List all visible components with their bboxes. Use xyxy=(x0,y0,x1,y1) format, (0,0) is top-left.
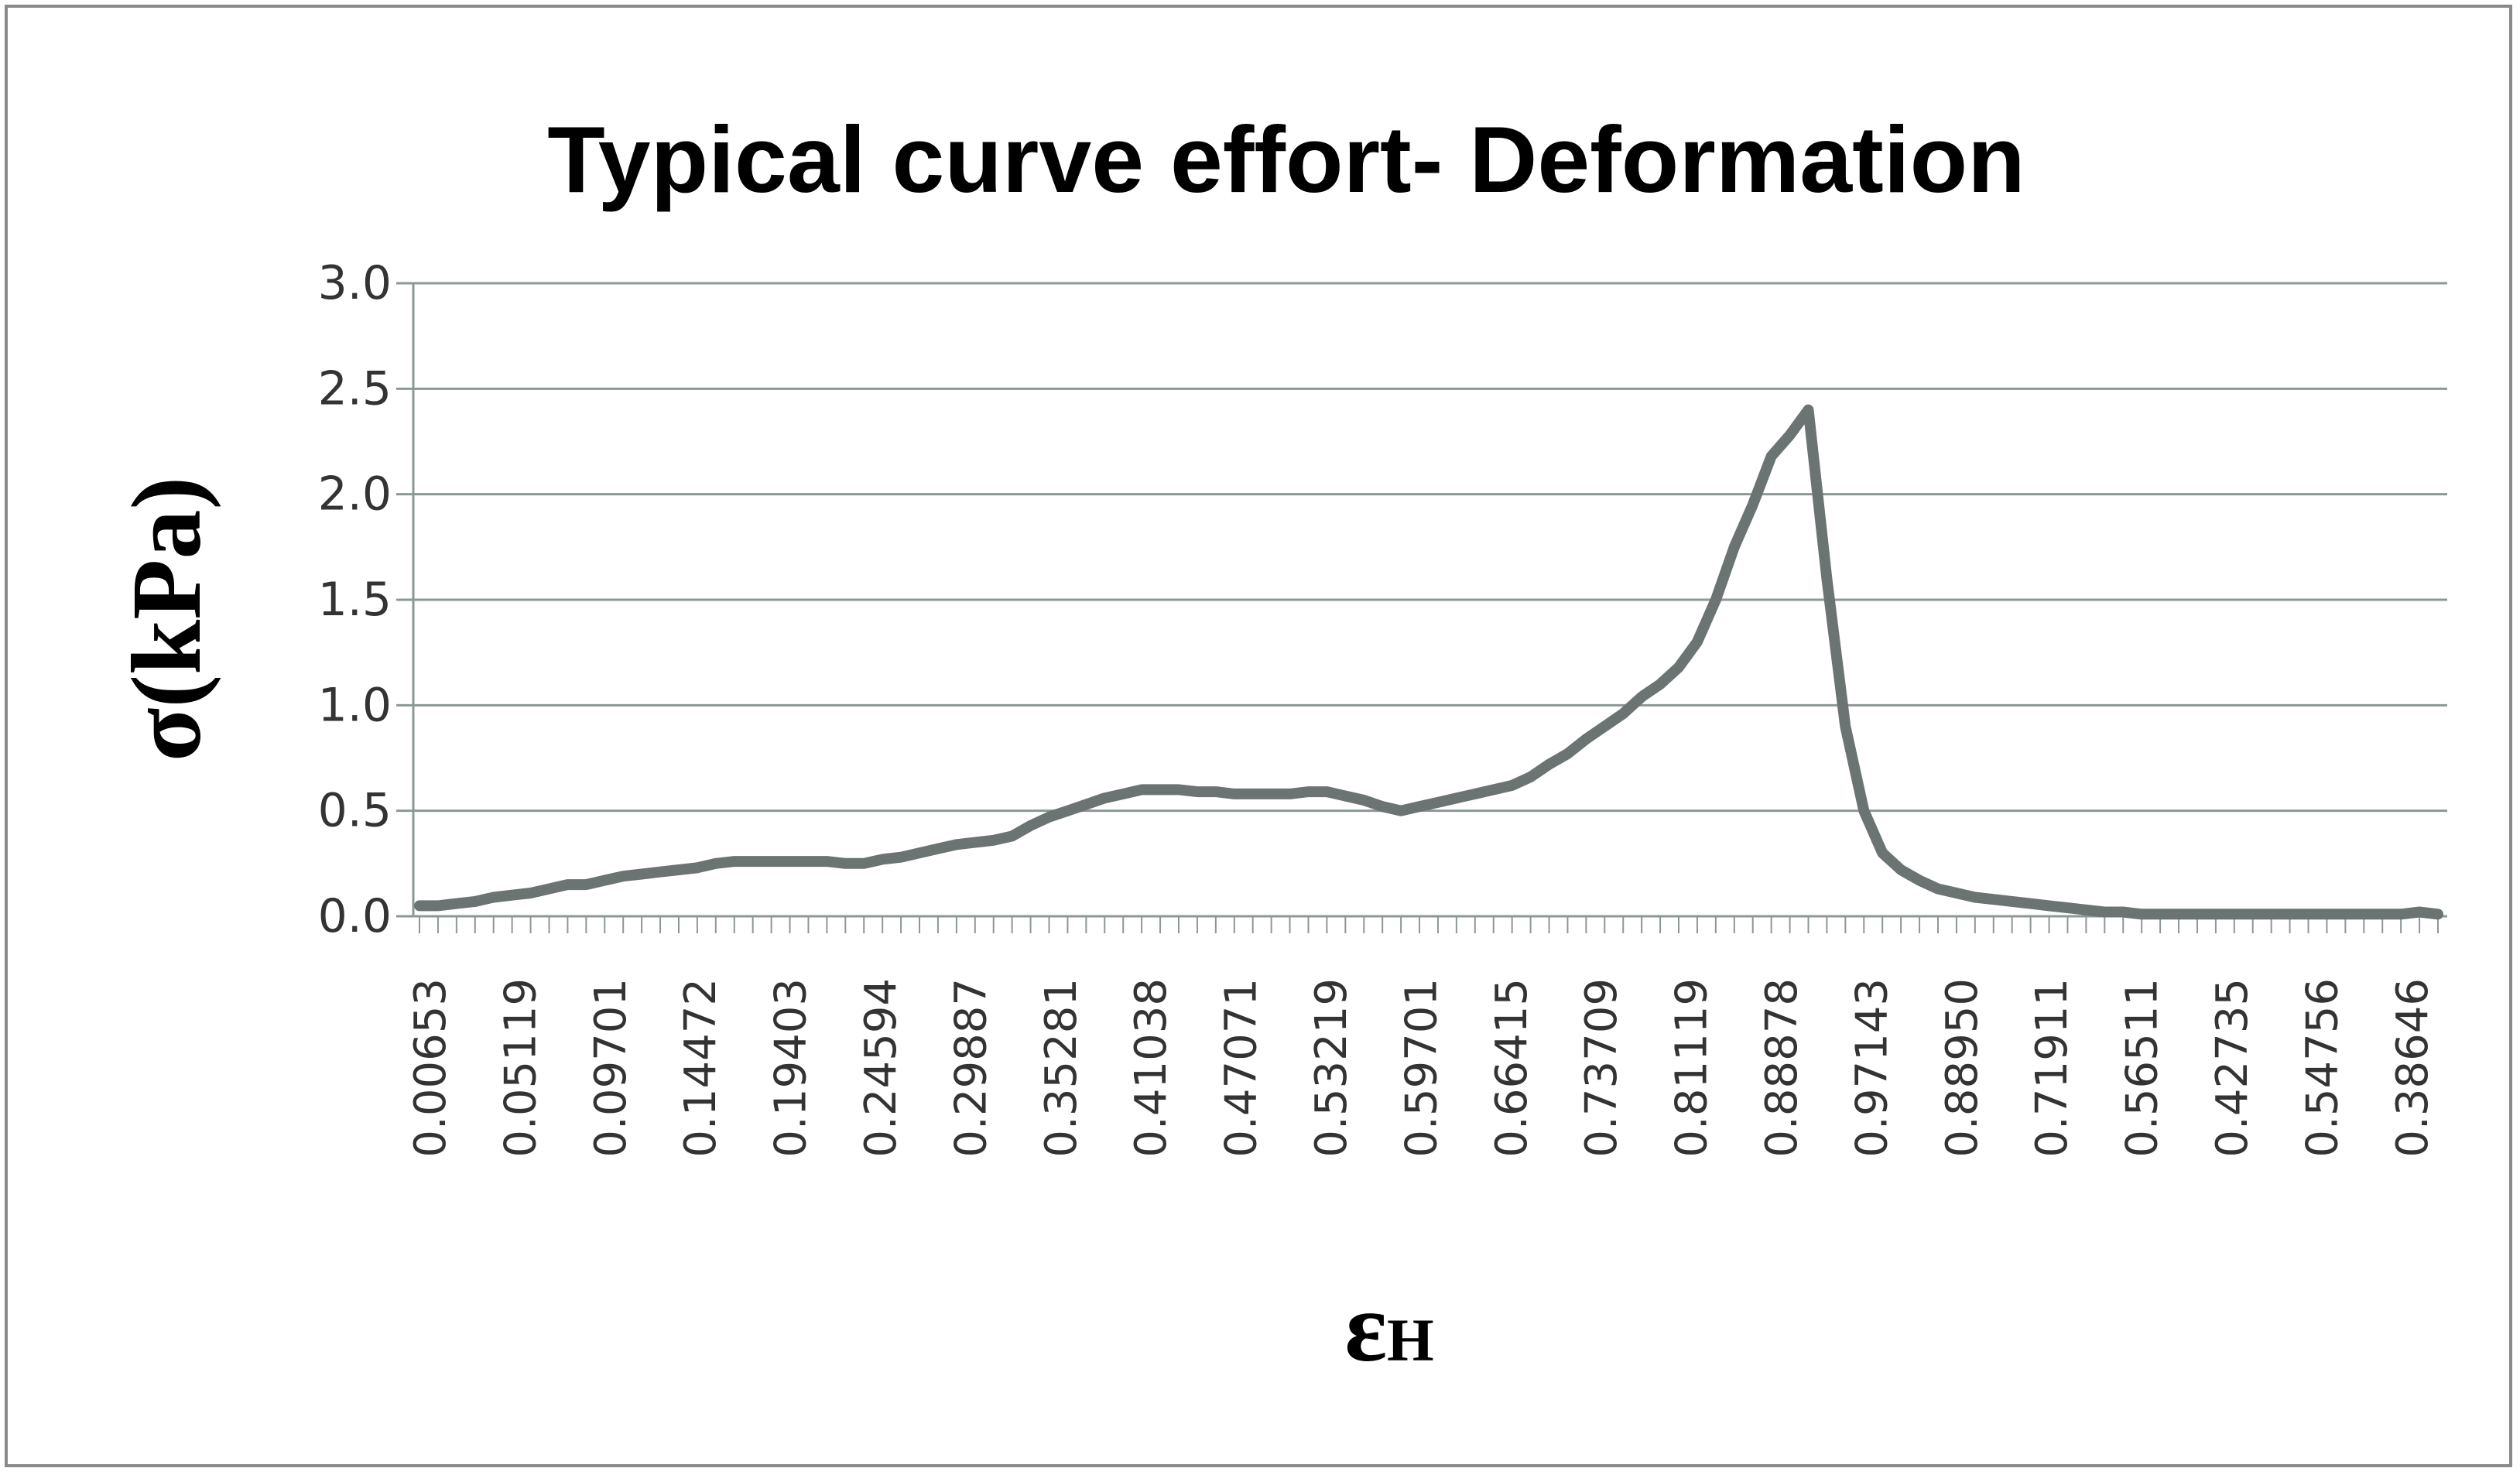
y-tick-label: 0.5 xyxy=(318,784,392,838)
y-tick-label: 3.0 xyxy=(318,256,392,310)
x-tick-label: 0.59701 xyxy=(1396,978,1447,1158)
x-axis-label: εH xyxy=(1344,1272,1433,1382)
x-tick-label: 0.88878 xyxy=(1757,978,1807,1158)
x-tick-label: 0.35281 xyxy=(1036,978,1087,1158)
x-tick-label: 0.47071 xyxy=(1217,978,1267,1158)
x-tick-label: 0.38646 xyxy=(2388,978,2438,1158)
x-tick-label: 0.24594 xyxy=(856,978,906,1158)
x-tick-label: 0.56511 xyxy=(2118,978,2168,1158)
x-tick-label: 0.88950 xyxy=(1937,978,1988,1158)
x-tick-label: 0.09701 xyxy=(586,978,636,1158)
x-tick-label: 0.14472 xyxy=(676,978,726,1158)
y-tick-label: 2.0 xyxy=(318,467,392,522)
y-tick-label: 1.0 xyxy=(318,678,392,732)
x-tick-label: 0.71911 xyxy=(2027,978,2077,1158)
x-tick-label: 0.73709 xyxy=(1577,978,1627,1158)
x-tick-label: 0.42735 xyxy=(2207,978,2258,1158)
series-group xyxy=(414,404,2443,920)
x-tick-label: 0.05119 xyxy=(495,978,546,1158)
gridlines xyxy=(396,282,2447,918)
y-tick-label: 1.5 xyxy=(318,573,392,627)
y-axis-label: σ(kPa) xyxy=(111,477,221,761)
series-line xyxy=(414,404,2443,920)
x-axis-label-sub: H xyxy=(1387,1306,1434,1374)
y-tick-label: 0.0 xyxy=(318,889,392,943)
x-tick-label: 0.54756 xyxy=(2297,978,2347,1158)
chart-frame xyxy=(5,5,2512,1467)
x-axis-label-main: ε xyxy=(1344,1272,1387,1382)
y-tick-label: 2.5 xyxy=(318,361,392,416)
x-tick-label: 0.66415 xyxy=(1487,978,1537,1158)
x-tick-label: 0.97143 xyxy=(1847,978,1897,1158)
x-tick-label: 0.00653 xyxy=(406,978,456,1158)
x-tick-label: 0.41038 xyxy=(1126,978,1176,1158)
chart-title: Typical curve effort- Deformation xyxy=(547,107,2025,212)
x-tick-label: 0.29887 xyxy=(946,978,996,1158)
y-axis: 0.0 0.5 1.0 1.5 2.0 2.5 3.0 xyxy=(318,256,415,943)
x-tick-label: 0.53219 xyxy=(1306,978,1357,1158)
x-axis: 0.00653 0.05119 0.09701 0.14472 0.19403 0.245… xyxy=(406,916,2439,1158)
x-tick-label: 0.19403 xyxy=(766,978,817,1158)
x-tick-label: 0.81119 xyxy=(1667,978,1717,1158)
